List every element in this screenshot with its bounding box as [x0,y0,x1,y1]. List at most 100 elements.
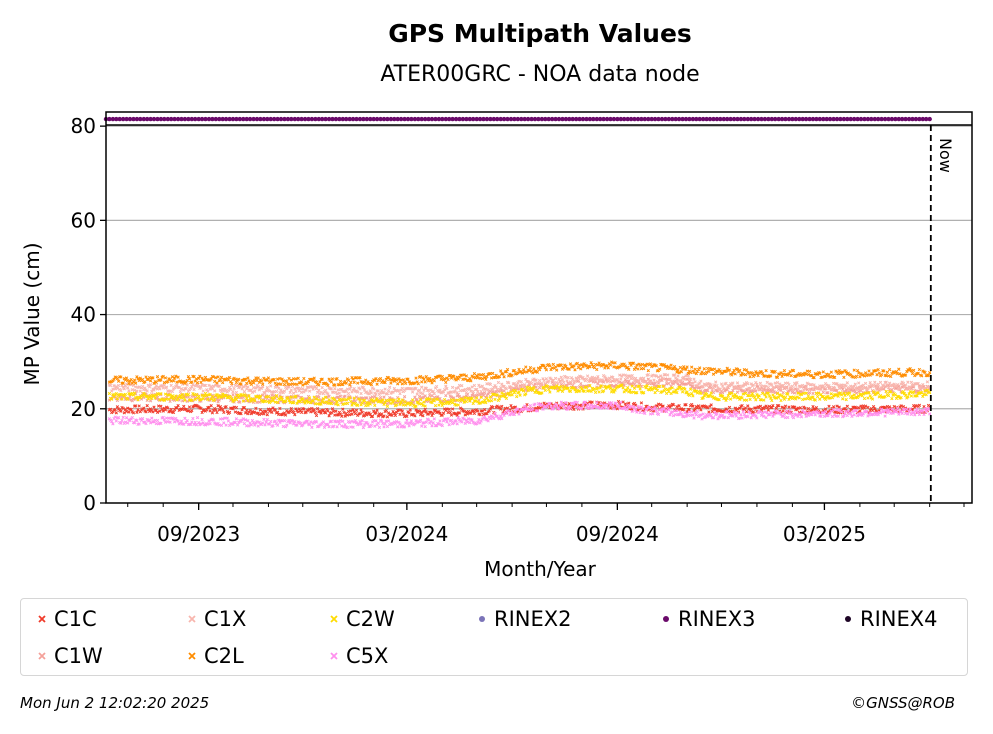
point-c1c [463,413,467,417]
x-axis-label: Month/Year [484,557,597,581]
point-c5x [361,425,366,430]
point-c5x [172,420,177,424]
point-c5x [740,416,744,420]
point-c2l [356,381,360,385]
point-c1c [735,407,740,411]
point-c1x [197,384,201,389]
point-c2l [126,378,130,383]
point-c1c [257,412,261,417]
point-c1x [770,383,774,387]
point-c2l [789,373,793,378]
point-c1x [242,390,247,394]
y-gridlines [106,125,972,410]
point-c1x [240,387,244,391]
point-c1x [476,390,480,394]
point-c5x [168,420,172,424]
point-c5x [891,411,895,415]
point-c1x [711,386,716,390]
point-c1c [829,408,833,413]
point-c2l [733,372,737,376]
point-c1x [424,386,428,391]
point-c2w [803,397,807,401]
point-c1c [239,412,243,416]
point-c2l [658,367,662,371]
point-c1c [186,409,191,413]
point-c1x [674,376,678,380]
point-c5x [739,413,743,417]
point-c2w [366,403,370,408]
point-c1c [210,411,215,415]
point-c2l [296,376,300,380]
point-c1c [161,409,165,413]
point-c1x [108,383,113,388]
point-c1c [205,408,209,412]
point-c5x [648,412,653,416]
point-c2w [669,391,673,396]
point-c2l [568,362,573,366]
point-c5x [638,410,642,415]
point-c1c [572,407,576,412]
point-c1c [299,410,304,415]
point-c2w [836,394,840,398]
point-c1c [296,410,300,414]
point-c1x [510,386,514,390]
point-c1w [457,394,462,399]
point-c2w [621,386,625,390]
point-c1c [336,413,340,417]
point-c2w [653,390,657,395]
point-c1c [329,411,334,415]
point-c1c [108,407,113,411]
point-c1w [627,379,631,383]
point-c1c [513,405,518,409]
point-c1c [806,407,811,411]
point-c1c [315,407,320,411]
point-c1x [222,389,226,393]
point-c1x [170,389,175,394]
point-c1c [171,410,176,415]
point-c1w [238,400,242,404]
point-c2l [646,368,650,373]
point-c5x [335,425,339,429]
point-c2w [683,387,687,391]
point-c1x [178,389,183,394]
point-c1x [391,390,395,394]
point-c1x [590,375,594,379]
point-c1x [130,388,134,392]
point-c2l [678,365,682,370]
point-c2l [854,374,859,379]
point-c1x [124,382,129,386]
point-c5x [366,422,370,426]
point-c1c [899,404,903,408]
point-c1x [868,381,872,385]
point-c2l [338,379,343,384]
point-c1x [718,387,722,392]
point-c1c [370,414,375,418]
point-c1x [801,383,805,388]
point-c1x [806,382,811,386]
point-c1c [751,410,756,414]
point-c1c [113,407,117,412]
point-c1c [845,404,849,408]
point-c5x [191,416,195,421]
point-c1x [553,376,558,381]
point-c1w [841,387,845,392]
point-c1x [356,390,360,394]
point-c2w [688,387,693,391]
point-c1x [434,384,439,389]
point-c1c [321,408,326,412]
point-c1c [892,404,896,409]
point-c1x [304,388,308,392]
point-c2w [548,390,552,394]
point-c1c [345,413,350,417]
point-c2w [493,397,497,402]
point-c5x [382,425,386,429]
point-c2w [680,390,685,394]
point-c1x [785,386,789,390]
point-c5x [208,422,212,426]
point-c1c [224,405,228,409]
point-c2l [439,377,443,381]
point-c1c [253,410,257,414]
point-c1w [168,399,172,404]
point-c5x [195,415,200,420]
point-c1c [330,407,335,411]
